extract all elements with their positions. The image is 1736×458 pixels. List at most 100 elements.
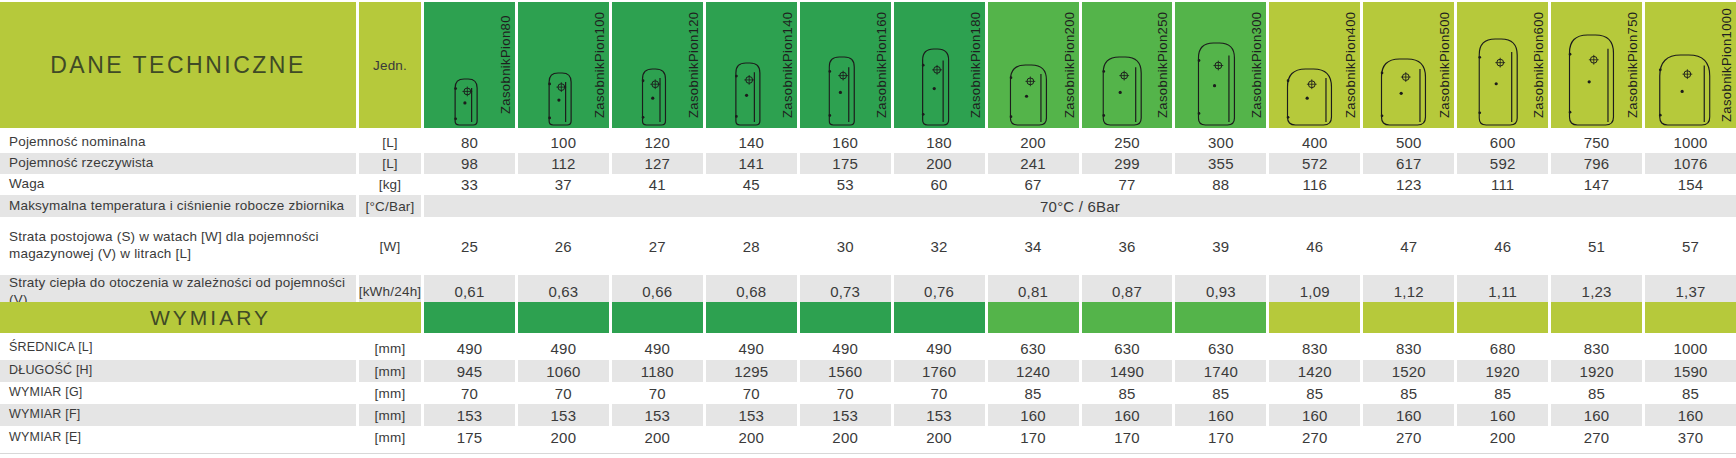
- cell-value: 51: [1551, 217, 1642, 275]
- cell-value: 39: [1175, 217, 1266, 275]
- row-unit: [L]: [359, 131, 421, 153]
- band-color-block: [894, 302, 985, 333]
- table-row: WYMIAR [F][mm]15315315315315315316016016…: [0, 404, 1736, 426]
- band-color-block: [424, 302, 515, 333]
- table-row: ŚREDNICA [L][mm]490490490490490490630630…: [0, 336, 1736, 360]
- table-row: Maksymalna temperatura i ciśnienie roboc…: [0, 195, 1736, 217]
- row-label: Waga: [0, 174, 356, 195]
- cell-value: 147: [1551, 174, 1642, 195]
- cell-value: 154: [1645, 174, 1736, 195]
- product-column-header: ZasobnikPion1000: [1645, 2, 1736, 128]
- cell-value: 80: [424, 131, 515, 153]
- table-row: WYMIAR [E][mm]17520020020020020017017017…: [0, 426, 1736, 449]
- cell-value: 160: [1645, 404, 1736, 426]
- cell-value: 153: [424, 404, 515, 426]
- cell-value: 67: [988, 174, 1079, 195]
- cell-value: 85: [1645, 382, 1736, 404]
- cell-value: 140: [706, 131, 797, 153]
- cell-value: 200: [894, 153, 985, 174]
- cell-value: 36: [1082, 217, 1173, 275]
- tank-icon: [828, 56, 855, 126]
- cell-value: 830: [1551, 336, 1642, 360]
- cell-value: 153: [612, 404, 703, 426]
- product-column-header: ZasobnikPion200: [988, 2, 1079, 128]
- cell-value: 200: [706, 426, 797, 449]
- table-header-row: DANE TECHNICZNEJedn. ZasobnikPion80 Zaso…: [0, 2, 1736, 128]
- product-name-label: ZasobnikPion1000: [1719, 2, 1734, 128]
- tank-icon: [642, 68, 667, 126]
- product-name-label: ZasobnikPion180: [968, 2, 983, 128]
- cell-value: 88: [1175, 174, 1266, 195]
- cell-value: 170: [1082, 426, 1173, 449]
- cell-value: 1000: [1645, 131, 1736, 153]
- product-name-label: ZasobnikPion300: [1249, 2, 1264, 128]
- tank-icon: [1658, 54, 1710, 126]
- section-title-wymiary: WYMIARY: [0, 302, 421, 333]
- table-row: DŁUGOŚĆ [H][mm]9451060118012951560176012…: [0, 360, 1736, 382]
- cell-value: 27: [612, 217, 703, 275]
- cell-value: 1920: [1457, 360, 1548, 382]
- cell-value: 34: [988, 217, 1079, 275]
- row-label: DŁUGOŚĆ [H]: [0, 360, 356, 382]
- cell-value: 70: [800, 382, 891, 404]
- product-name-label: ZasobnikPion100: [592, 2, 607, 128]
- cell-value: 270: [1269, 426, 1360, 449]
- row-unit: [mm]: [359, 404, 421, 426]
- product-column-header: ZasobnikPion500: [1363, 2, 1454, 128]
- product-name-label: ZasobnikPion250: [1155, 2, 1170, 128]
- cell-value: 85: [1551, 382, 1642, 404]
- tank-icon: [1478, 38, 1518, 126]
- product-name-label: ZasobnikPion200: [1062, 2, 1077, 128]
- cell-value: 98: [424, 153, 515, 174]
- band-color-block: [1175, 302, 1266, 333]
- cell-value: 112: [518, 153, 609, 174]
- product-name-label: ZasobnikPion80: [498, 2, 513, 128]
- cell-value: 153: [894, 404, 985, 426]
- cell-value: 830: [1363, 336, 1454, 360]
- product-column-header: ZasobnikPion180: [894, 2, 985, 128]
- product-column-header: ZasobnikPion750: [1551, 2, 1642, 128]
- row-unit: [mm]: [359, 382, 421, 404]
- cell-value: 680: [1457, 336, 1548, 360]
- cell-value: 1590: [1645, 360, 1736, 382]
- product-column-header: ZasobnikPion140: [706, 2, 797, 128]
- cell-value: 617: [1363, 153, 1454, 174]
- cell-value: 490: [518, 336, 609, 360]
- product-column-header: ZasobnikPion100: [518, 2, 609, 128]
- product-column-header: ZasobnikPion250: [1082, 2, 1173, 128]
- cell-value: 70: [518, 382, 609, 404]
- cell-value: 945: [424, 360, 515, 382]
- cell-value: 160: [1175, 404, 1266, 426]
- cell-value: 70: [612, 382, 703, 404]
- cell-value: 70: [894, 382, 985, 404]
- cell-value: 153: [706, 404, 797, 426]
- cell-value: 160: [1551, 404, 1642, 426]
- product-name-label: ZasobnikPion500: [1437, 2, 1452, 128]
- cell-value: 120: [612, 131, 703, 153]
- cell-value: 1180: [612, 360, 703, 382]
- cell-value: 1420: [1269, 360, 1360, 382]
- product-name-label: ZasobnikPion600: [1531, 2, 1546, 128]
- band-color-block: [1082, 302, 1173, 333]
- cell-value: 85: [1363, 382, 1454, 404]
- product-column-header: ZasobnikPion400: [1269, 2, 1360, 128]
- cell-value: 141: [706, 153, 797, 174]
- cell-value: 630: [1175, 336, 1266, 360]
- band-color-block: [1269, 302, 1360, 333]
- cell-value: 270: [1363, 426, 1454, 449]
- row-label: Pojemność rzeczywista: [0, 153, 356, 174]
- unit-column-header: Jedn.: [359, 2, 421, 128]
- cell-value: 1076: [1645, 153, 1736, 174]
- cell-value: 47: [1363, 217, 1454, 275]
- table-row: Pojemność rzeczywista[L]9811212714117520…: [0, 153, 1736, 174]
- tank-icon: [1009, 64, 1047, 126]
- cell-value: 1560: [800, 360, 891, 382]
- cell-value: 175: [800, 153, 891, 174]
- row-unit: [kg]: [359, 174, 421, 195]
- cell-value: 490: [706, 336, 797, 360]
- cell-value: 1240: [988, 360, 1079, 382]
- tank-icon: [735, 62, 761, 126]
- cell-value: 180: [894, 131, 985, 153]
- cell-value: 299: [1082, 153, 1173, 174]
- tank-icon: [1286, 68, 1332, 126]
